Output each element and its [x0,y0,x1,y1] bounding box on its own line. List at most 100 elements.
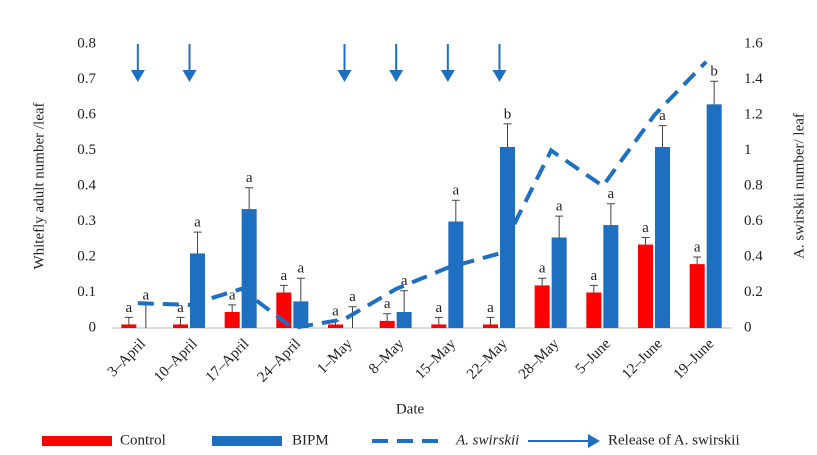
significance-letter: a [401,273,408,289]
significance-letter: a [556,199,563,215]
legend-label: Control [120,432,166,448]
release-arrow-head [492,70,507,82]
bar [689,264,705,328]
release-arrow-head [337,70,352,82]
significance-letter: a [194,215,201,231]
y-tick-label: 0.5 [77,142,96,158]
bar [638,244,653,328]
y2-axis-title: A. swirskii number/ leaf [791,113,807,259]
significance-letter: a [384,296,391,312]
bar [534,285,550,328]
y2-tick-label: 0.2 [744,284,763,300]
error-bar [176,316,185,325]
error-bar [400,290,409,313]
error-bar [296,277,305,302]
legend-label: A. swirskii [455,432,519,448]
error-bar [279,284,288,293]
bar [706,104,722,328]
y2-tick-label: 0.4 [744,248,763,264]
bar [396,312,412,328]
error-bar [555,215,564,238]
significance-letter: a [142,287,149,303]
y-tick-label: 0.6 [77,106,96,122]
significance-letter: b [710,64,718,80]
error-bar [228,304,237,313]
error-bar [693,256,702,265]
error-bar [658,125,667,147]
bar [241,209,257,328]
legend-swatch-head [588,434,600,448]
error-bar [451,199,460,222]
y2-tick-label: 0.8 [744,177,763,193]
bar [173,324,188,328]
significance-letter: a [487,300,494,316]
significance-letter: a [590,268,597,284]
release-arrow-head [130,70,145,82]
bar [483,324,498,328]
error-bar [606,203,615,226]
error-bar [348,306,357,328]
y-tick-label: 0.2 [77,248,96,264]
error-bar [124,316,133,325]
significance-letter: a [694,239,701,255]
y-tick-label: 0.3 [77,213,96,229]
bar [293,301,309,328]
y2-tick-label: 1.4 [744,71,763,87]
y2-tick-label: 0 [744,319,752,335]
y2-tick-label: 1.6 [744,35,763,51]
legend-label: BIPM [292,432,329,448]
significance-letter: a [177,300,184,316]
release-arrow-head [389,70,404,82]
error-bar [193,231,202,254]
y2-tick-label: 0.6 [744,213,763,229]
significance-letter: a [297,261,304,277]
bar [655,146,670,328]
bar [121,324,137,328]
bar [431,324,447,328]
y-tick-label: 0.7 [77,71,96,87]
significance-letter: a [125,300,132,316]
significance-letter: a [349,289,356,305]
bar [586,292,602,328]
significance-letter: a [539,261,546,277]
bar [224,312,240,328]
significance-letter: b [504,106,512,122]
release-arrow-head [182,70,197,82]
significance-letter: a [246,170,253,186]
error-bar [503,123,512,147]
error-bar [641,236,650,245]
line [137,60,708,331]
error-bar [486,316,495,325]
significance-letter: a [229,287,236,303]
significance-letter: a [332,303,339,319]
bar [379,320,395,328]
release-arrow-head [440,70,455,82]
legend-label: Release of A. swirskii [608,432,740,448]
x-axis-title: Date [396,401,425,417]
significance-letter: a [452,183,459,199]
error-bar [434,316,443,325]
y-tick-label: 0.1 [77,284,96,300]
error-bar [710,80,719,105]
y-tick-label: 0.8 [77,35,96,51]
error-bar [245,187,254,210]
bar [328,324,343,328]
significance-letter: a [642,220,649,236]
bar [448,221,464,328]
error-bar [383,313,392,321]
y-axis-title: Whitefly adult number /leaf [31,102,47,269]
significance-letter: a [607,186,614,202]
error-bar [538,277,547,286]
legend-swatch [212,436,282,446]
significance-letter: a [659,108,666,124]
y2-tick-label: 1 [744,142,752,158]
y-tick-label: 0 [89,319,97,335]
y2-tick-label: 1.2 [744,106,763,122]
bar [190,253,205,328]
bar [603,225,619,328]
legend-swatch [42,436,112,446]
significance-letter: a [435,300,442,316]
error-bar [589,284,598,293]
